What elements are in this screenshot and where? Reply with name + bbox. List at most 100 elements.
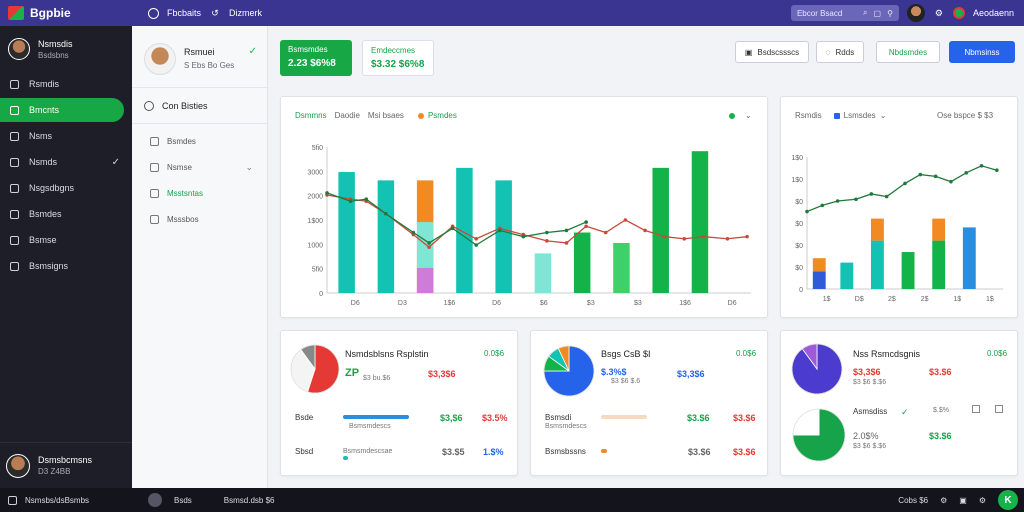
export-button[interactable]: Nbdsmdes <box>876 41 940 63</box>
sidebar-item[interactable]: Bmcnts <box>0 98 124 122</box>
status-icon[interactable] <box>952 7 965 19</box>
data-point <box>903 181 907 186</box>
grid-icon[interactable] <box>8 495 17 505</box>
footer-user-sub: D3 Z4BB <box>38 467 71 476</box>
share-button-label: Rdds <box>835 47 855 57</box>
x-tick-label: D3 <box>398 300 407 307</box>
gear-icon[interactable]: ⚙ <box>940 495 948 505</box>
legend-dot-orange <box>417 112 424 119</box>
pie-small-text: $3 $6 $.$6 <box>853 379 887 386</box>
kpi-card-1[interactable]: Bsmsmdes 2.23 $6%8 <box>280 40 352 76</box>
panel-section-label: Con Bisties <box>162 100 208 111</box>
sidebar-item[interactable]: Bsmse <box>0 228 132 252</box>
series-line <box>806 165 998 213</box>
panel-item[interactable]: Bsmdes <box>132 128 267 154</box>
close-icon[interactable]: ▢ <box>873 8 882 18</box>
app-logo[interactable]: Bgpbie <box>0 6 132 20</box>
data-point <box>995 168 999 172</box>
sidebar-item[interactable]: Nsgsdbgns <box>0 176 132 200</box>
data-point <box>682 236 687 241</box>
kpi-card-2[interactable]: Emdeccmes $3.32 $6%8 <box>362 40 434 76</box>
avatar[interactable] <box>148 493 162 507</box>
sidebar-user-card[interactable]: Nsmsdis Bsdsbns <box>0 26 132 70</box>
x-tick-label: 2$ <box>888 296 896 303</box>
y-tick-label: 1000 <box>307 242 323 249</box>
top-nav-item-2[interactable]: Dizmerk <box>229 8 263 18</box>
sidebar-item[interactable]: Rsmdis <box>0 72 132 96</box>
row-value-2: 1.$% <box>483 447 504 457</box>
save-icon[interactable]: ▣ <box>959 495 967 505</box>
data-point <box>325 191 329 195</box>
side-legend-series-1: Rsmdis <box>795 111 822 120</box>
menu-item-icon <box>10 261 19 271</box>
kpi-label: Emdeccmes <box>371 46 416 55</box>
menu-item-icon <box>10 209 19 219</box>
sidebar-item[interactable]: Bsmdes <box>0 202 132 226</box>
panel-item-label: Nsmse <box>167 162 192 172</box>
data-point <box>820 203 825 208</box>
panel-section-header[interactable]: Con Bisties <box>132 88 267 124</box>
top-nav-item-1[interactable]: Fbcbaits <box>167 8 202 18</box>
search-input[interactable]: Ebcor Bsacd ⌕ ▢ ⚲ <box>790 5 899 21</box>
pie-headline: $3,3$6 <box>853 367 881 377</box>
x-tick-label: $3 <box>634 300 642 307</box>
top-user-name[interactable]: Aeodaenn <box>972 8 1014 18</box>
settings-icon[interactable]: ⚙ <box>978 495 986 505</box>
filter-button[interactable]: ▣ Bsdscssscs <box>735 41 809 63</box>
chevron-down-icon[interactable]: ⌄ <box>745 111 752 120</box>
pie-title: Nsmdsblsns Rsplstin <box>345 349 429 359</box>
share-button[interactable]: ◌ Rdds <box>816 41 864 63</box>
bar <box>573 232 591 293</box>
settings-icon[interactable]: ⚙ <box>934 7 943 18</box>
arrow-icon[interactable]: ↺ <box>211 7 219 18</box>
pie-small-text: $3 bu.$6 <box>363 375 391 382</box>
sidebar-item[interactable]: Bsmsigns <box>0 254 132 278</box>
bottom-mid-1[interactable]: Bsds <box>174 495 192 505</box>
row-label: Bsmsbssns <box>545 447 586 456</box>
panel-item[interactable]: Msstsntas <box>132 180 267 206</box>
chevron-down-icon[interactable]: ⌄ <box>245 161 253 172</box>
status-dot-icon <box>729 112 735 119</box>
clock-icon[interactable] <box>148 7 159 19</box>
bottom-mid-2[interactable]: Bsmsd.dsb $6 <box>223 495 275 505</box>
checkbox-icon[interactable] <box>972 405 980 413</box>
secondary-panel: Rsmuei S Ebs Bo Ges ✓ Con Bisties Bsmdes… <box>132 26 268 488</box>
row-sub: Bsmsmdescsae <box>343 448 393 455</box>
bar <box>812 271 826 289</box>
chart-controls[interactable]: ⌄ <box>729 111 752 120</box>
run-icon[interactable]: ⚲ <box>887 8 893 18</box>
panel-item[interactable]: Nsmse ⌄ <box>132 154 267 180</box>
panel-item-icon <box>150 162 159 172</box>
go-button[interactable]: K <box>998 490 1018 510</box>
avatar <box>6 453 30 478</box>
app-title: Bgpbie <box>30 6 71 20</box>
bar-segment <box>871 218 884 241</box>
sidebar-footer[interactable]: Dsmsbcmsns D3 Z4BB <box>0 442 132 488</box>
search-icon[interactable]: ⌕ <box>863 8 868 17</box>
checkbox-icon[interactable] <box>995 405 1003 413</box>
sidebar-item[interactable]: Nsmds ✓ <box>0 150 132 174</box>
data-point <box>564 241 569 245</box>
row-value-1: $3,$6 <box>440 413 463 423</box>
panel-user-header[interactable]: Rsmuei S Ebs Bo Ges ✓ <box>132 26 267 88</box>
x-tick-label: 1$ <box>823 296 831 303</box>
main-content: Bsmsmdes 2.23 $6%8 Emdeccmes $3.32 $6%8 … <box>268 26 1024 488</box>
data-point <box>545 230 549 235</box>
sidebar-item[interactable]: Nsms <box>0 124 132 148</box>
chevron-down-icon[interactable]: ⌄ <box>879 111 887 120</box>
x-tick-label: $6 <box>540 300 548 307</box>
bottom-left-label[interactable]: Nsmsbs/dsBsmbs <box>25 495 90 505</box>
user-avatar[interactable] <box>906 4 925 22</box>
data-point <box>725 236 730 241</box>
bottom-right-label[interactable]: Cobs $6 <box>898 495 929 505</box>
data-point <box>884 194 889 199</box>
pie-outline <box>543 345 595 397</box>
search-placeholder: Ebcor Bsacd <box>796 8 843 18</box>
data-point <box>662 234 667 239</box>
panel-item-icon <box>150 214 159 224</box>
circle-icon <box>144 100 154 111</box>
panel-item[interactable]: Msssbos <box>132 206 267 232</box>
menu-item-icon <box>10 183 19 193</box>
primary-action-label: Nbmsinss <box>964 47 1000 57</box>
primary-action-button[interactable]: Nbmsinss <box>949 41 1015 63</box>
